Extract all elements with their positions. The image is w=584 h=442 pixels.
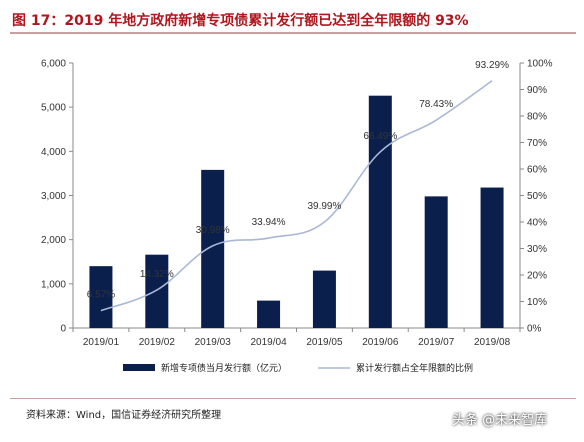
watermark: 头条 @未来智库 xyxy=(452,413,548,428)
bar xyxy=(480,187,504,328)
legend: 新增专项债当月发行额（亿元） 累计发行额占全年限额的比例 xyxy=(123,362,473,374)
left-tick-label: 5,000 xyxy=(41,103,66,114)
source-divider xyxy=(10,398,576,399)
left-tick-label: 1,000 xyxy=(41,279,66,290)
x-tick-label: 2019/05 xyxy=(306,337,343,348)
x-tick-label: 2019/01 xyxy=(83,337,120,348)
line-data-label: 30.98% xyxy=(196,225,230,236)
cumulative-ratio-line xyxy=(100,80,493,312)
bar xyxy=(257,300,281,328)
line-series xyxy=(100,80,493,312)
left-tick-label: 3,000 xyxy=(41,191,66,202)
axes: 0 1,000 2,000 3,000 4,000 5,000 6,000 0% 10% 20% 3… xyxy=(41,59,553,349)
left-tick-label: 6,000 xyxy=(41,59,66,70)
line-data-label: 66.49% xyxy=(363,131,397,142)
bar-series xyxy=(89,95,504,328)
x-tick-label: 2019/08 xyxy=(474,337,511,348)
right-tick-label: 10% xyxy=(527,297,547,308)
right-tick-label: 50% xyxy=(527,191,547,202)
source-note: 资料来源：Wind，国信证券经济研究所整理 xyxy=(26,410,222,421)
x-tick-label: 2019/06 xyxy=(362,337,399,348)
x-tick-label: 2019/07 xyxy=(418,337,455,348)
bar xyxy=(312,270,336,328)
right-tick-label: 80% xyxy=(527,112,547,123)
right-tick-label: 20% xyxy=(527,271,547,282)
right-tick-label: 70% xyxy=(527,138,547,149)
bar xyxy=(145,254,169,328)
left-tick-label: 2,000 xyxy=(41,235,66,246)
line-data-label: 78.43% xyxy=(419,99,453,110)
right-tick-label: 0% xyxy=(527,324,542,335)
right-tick-label: 100% xyxy=(527,59,553,70)
right-tick-label: 40% xyxy=(527,218,547,229)
title-bar: 图 17：2019 年地方政府新增专项债累计发行额已达到全年限额的 93% xyxy=(10,6,576,34)
legend-bar-swatch xyxy=(123,364,155,371)
left-tick-label: 0 xyxy=(60,324,66,335)
right-tick-label: 30% xyxy=(527,244,547,255)
line-data-label: 39.99% xyxy=(307,201,341,212)
line-data-label: 14.32% xyxy=(140,269,174,280)
line-data-label: 33.94% xyxy=(252,217,286,228)
left-tick-label: 4,000 xyxy=(41,147,66,158)
x-tick-label: 2019/04 xyxy=(250,337,287,348)
line-data-label: 93.29% xyxy=(475,60,509,71)
x-tick-label: 2019/03 xyxy=(195,337,232,348)
legend-line-label: 累计发行额占全年限额的比例 xyxy=(356,362,473,374)
data-labels: 6.57% 14.32% 30.98% 33.94% 39.99% 66.49% 78.43… xyxy=(87,60,509,301)
bar xyxy=(201,169,225,328)
bar xyxy=(424,196,448,328)
line-data-label: 6.57% xyxy=(87,290,115,301)
bar xyxy=(368,95,392,328)
right-tick-label: 90% xyxy=(527,85,547,96)
x-tick-label: 2019/02 xyxy=(139,337,176,348)
chart-title: 图 17：2019 年地方政府新增专项债累计发行额已达到全年限额的 93% xyxy=(12,13,469,29)
legend-bar-label: 新增专项债当月发行额（亿元） xyxy=(161,362,287,374)
bar xyxy=(89,266,113,328)
right-tick-label: 60% xyxy=(527,165,547,176)
